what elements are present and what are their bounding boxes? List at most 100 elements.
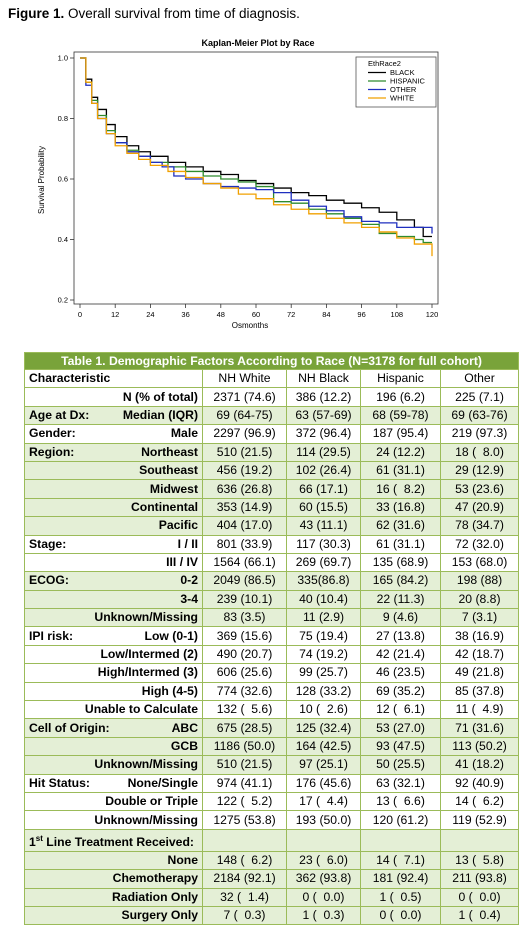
table-cell: 11 (2.9) xyxy=(286,608,361,628)
row-label: Male xyxy=(170,426,198,441)
row-label: None/Single xyxy=(127,775,198,790)
row-label-cell: Double or Triple xyxy=(24,791,203,812)
table-cell: 113 (50.2) xyxy=(439,736,520,757)
table-cell: 33 (16.8) xyxy=(360,497,441,518)
y-tick-label: 1.0 xyxy=(58,54,68,63)
table-cell: 193 (50.0) xyxy=(286,810,361,830)
table-cell: 2049 (86.5) xyxy=(202,571,287,591)
row-label: Unknown/Missing xyxy=(94,610,198,625)
table-cell: 92 (40.9) xyxy=(439,773,520,793)
demographics-table: Table 1. Demographic Factors According t… xyxy=(23,352,520,925)
figure-caption: Figure 1. Overall survival from time of … xyxy=(8,6,300,21)
table-cell: 97 (25.1) xyxy=(286,755,361,775)
row-label: Unable to Calculate xyxy=(84,702,198,717)
x-tick-label: 72 xyxy=(287,310,295,319)
table-cell: 372 (96.4) xyxy=(286,424,361,444)
row-label: Chemotherapy xyxy=(112,871,198,886)
row-label-cell: High (4-5) xyxy=(24,681,203,702)
header-nh-white: NH White xyxy=(202,368,287,389)
table-cell: 7 (3.1) xyxy=(439,608,520,628)
row-label: Surgery Only xyxy=(121,908,198,923)
legend-label: OTHER xyxy=(390,85,417,94)
row-label: High/Intermed (3) xyxy=(97,665,198,680)
row-label-cell: Age at Dx: Median (IQR) xyxy=(24,405,203,426)
row-label: Low (0-1) xyxy=(144,628,199,643)
table-cell: 176 (45.6) xyxy=(286,773,361,793)
x-tick-label: 60 xyxy=(252,310,260,319)
table-cell: 69 (63-76) xyxy=(439,405,520,426)
row-label: GCB xyxy=(170,739,198,753)
row-label-cell: Unknown/Missing xyxy=(24,755,203,775)
row-label: ABC xyxy=(171,720,198,735)
table-row: GCB 1186 (50.0) 164 (42.5) 93 (47.5) 113 (50… xyxy=(24,736,520,757)
table-row: Unknown/Missing 510 (21.5) 97 (25.1) 50 (25… xyxy=(24,755,520,775)
y-tick-label: 0.6 xyxy=(58,175,68,184)
row-label-cell: N (% of total) xyxy=(24,387,203,407)
table-cell: 125 (32.4) xyxy=(286,718,361,738)
table-cell: 198 (88) xyxy=(439,571,520,591)
table-cell: 13 ( 6.6) xyxy=(360,791,441,812)
table-cell: 71 (31.6) xyxy=(439,718,520,738)
row-label: Double or Triple xyxy=(105,794,198,809)
legend-label: WHITE xyxy=(390,94,414,103)
table-cell: 636 (26.8) xyxy=(202,479,287,499)
table-cell: 1564 (66.1) xyxy=(202,552,287,573)
header-characteristic: Characteristic xyxy=(24,368,203,389)
row-label-cell: Unable to Calculate xyxy=(24,700,203,720)
table-cell: 2297 (96.9) xyxy=(202,424,287,444)
table-cell: 239 (10.1) xyxy=(202,589,287,610)
row-label-cell: Midwest xyxy=(24,479,203,499)
table-cell: 120 (61.2) xyxy=(360,810,441,830)
table-cell: 47 (20.9) xyxy=(439,497,520,518)
table-row: High/Intermed (3) 606 (25.6) 99 (25.7) 46 (… xyxy=(24,663,520,683)
row-label-cell: ECOG: 0-2 xyxy=(24,571,203,591)
row-label-cell: III / IV xyxy=(24,552,203,573)
table-cell: 675 (28.5) xyxy=(202,718,287,738)
row-label: I / II xyxy=(177,536,198,551)
table-cell: 53 (27.0) xyxy=(360,718,441,738)
row-label-cell: IPI risk: Low (0-1) xyxy=(24,626,203,646)
table-cell: 12 ( 6.1) xyxy=(360,700,441,720)
row-label: Southeast xyxy=(139,463,198,478)
table-cell: 99 (25.7) xyxy=(286,663,361,683)
table-cell: 335(86.8) xyxy=(286,571,361,591)
table-cell: 38 (16.9) xyxy=(439,626,520,646)
table-cell: 29 (12.9) xyxy=(439,460,520,481)
chart-title: Kaplan-Meier Plot by Race xyxy=(201,38,314,48)
table-cell: 2184 (92.1) xyxy=(202,869,287,889)
table-cell: 83 (3.5) xyxy=(202,608,287,628)
row-label-cell: Low/Intermed (2) xyxy=(24,644,203,665)
row-label-cell: Region: Northeast xyxy=(24,442,203,462)
y-tick-label: 0.2 xyxy=(58,296,68,305)
table-row: Cell of Origin: ABC 675 (28.5) 125 (32.4) 53… xyxy=(24,718,520,738)
header-other: Other xyxy=(439,368,520,389)
table-row: Unable to Calculate 132 ( 5.6) 10 ( 2.6) 12… xyxy=(24,700,520,720)
table-cell: 1275 (53.8) xyxy=(202,810,287,830)
table-header-row: Characteristic NH White NH Black Hispani… xyxy=(24,368,520,389)
table-row: None 148 ( 6.2) 23 ( 6.0) 14 ( 7.1) 13 ( 5.8… xyxy=(24,850,520,871)
table-row: Pacific 404 (17.0) 43 (11.1) 62 (31.6) 78 (3… xyxy=(24,516,520,536)
row-group: 1st Line Treatment Received: xyxy=(29,833,194,849)
table-row: III / IV 1564 (66.1) 269 (69.7) 135 (68.9) 1… xyxy=(24,552,520,573)
table-row: Double or Triple 122 ( 5.2) 17 ( 4.4) 13 ( … xyxy=(24,791,520,812)
row-group: Cell of Origin: xyxy=(29,720,110,735)
row-label-cell: Hit Status: None/Single xyxy=(24,773,203,793)
table-row: ECOG: 0-2 2049 (86.5) 335(86.8) 165 (84.2) 19… xyxy=(24,571,520,591)
table-cell: 7 ( 0.3) xyxy=(202,905,287,925)
row-label: High (4-5) xyxy=(141,683,198,698)
table-title-row: Table 1. Demographic Factors According t… xyxy=(23,352,520,370)
table-row: Surgery Only 7 ( 0.3) 1 ( 0.3) 0 ( 0.0) 1 ( … xyxy=(24,905,520,925)
table-cell: 66 (17.1) xyxy=(286,479,361,499)
legend-box xyxy=(355,56,437,108)
table-cell: 196 (6.2) xyxy=(360,387,441,407)
table-cell: 78 (34.7) xyxy=(439,516,520,536)
row-group: Stage: xyxy=(29,536,67,551)
row-label-cell: GCB xyxy=(24,736,203,757)
row-label-cell: Gender: Male xyxy=(24,424,203,444)
table-row: Region: Northeast 510 (21.5) 114 (29.5) 24 (… xyxy=(24,442,520,462)
header-nh-black: NH Black xyxy=(286,368,361,389)
table-body: Table 1. Demographic Factors According t… xyxy=(23,352,520,925)
table-cell: 165 (84.2) xyxy=(360,571,441,591)
table-cell: 69 (35.2) xyxy=(360,681,441,702)
